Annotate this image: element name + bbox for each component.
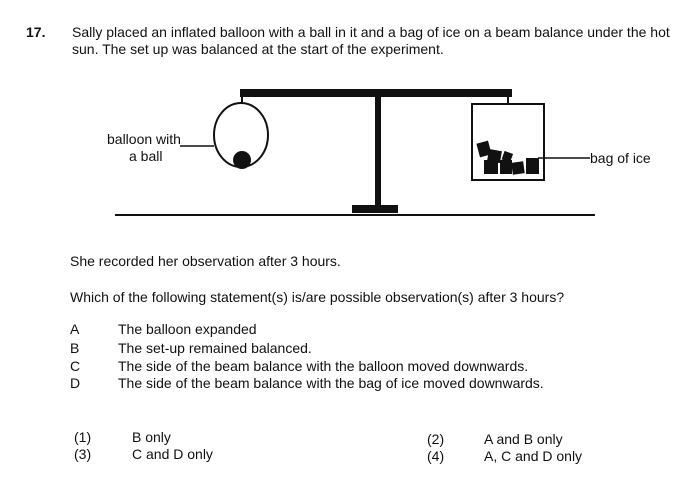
ice-cube <box>484 160 498 174</box>
label-balloon-line1: balloon with <box>107 131 181 147</box>
option-letter-a: A <box>70 321 80 337</box>
balance-post <box>375 97 381 207</box>
question-number: 17. <box>26 24 46 40</box>
ice-cube <box>476 140 492 158</box>
ice-cube <box>511 161 525 175</box>
option-letter-d: D <box>70 375 81 391</box>
beam-balance-diagram <box>115 89 595 216</box>
observation-text: She recorded her observation after 3 hou… <box>70 253 341 269</box>
question-stem: Sally placed an inflated balloon with a … <box>72 24 670 57</box>
answer-choice-2-text[interactable]: A and B only <box>484 431 563 447</box>
ice-cubes <box>476 140 539 175</box>
ice-cube <box>526 158 539 174</box>
answer-choice-2-number[interactable]: (2) <box>427 431 445 447</box>
answer-choice-4-text[interactable]: A, C and D only <box>484 448 583 464</box>
option-letter-b: B <box>70 340 80 356</box>
answer-choice-3-number[interactable]: (3) <box>74 446 92 462</box>
option-text-a: The balloon expanded <box>118 321 257 337</box>
answer-choice-4-number[interactable]: (4) <box>427 448 445 464</box>
label-bag-of-ice: bag of ice <box>590 150 651 166</box>
balance-base <box>352 205 398 213</box>
question-prompt: Which of the following statement(s) is/a… <box>70 289 565 305</box>
balance-beam <box>240 89 512 97</box>
answer-choice-3-text[interactable]: C and D only <box>132 446 213 462</box>
option-letter-c: C <box>70 358 81 374</box>
option-text-d: The side of the beam balance with the ba… <box>118 375 544 391</box>
answer-choice-1-number[interactable]: (1) <box>74 429 92 445</box>
label-balloon-line2: a ball <box>129 148 163 164</box>
ice-cube <box>487 149 502 164</box>
ice-cube <box>500 160 512 174</box>
ice-container <box>471 103 545 181</box>
option-text-c: The side of the beam balance with the ba… <box>118 358 529 374</box>
option-text-b: The set-up remained balanced. <box>118 340 312 356</box>
answer-choice-1-text[interactable]: B only <box>132 429 171 445</box>
ice-cube <box>501 150 514 163</box>
ball <box>233 151 251 169</box>
